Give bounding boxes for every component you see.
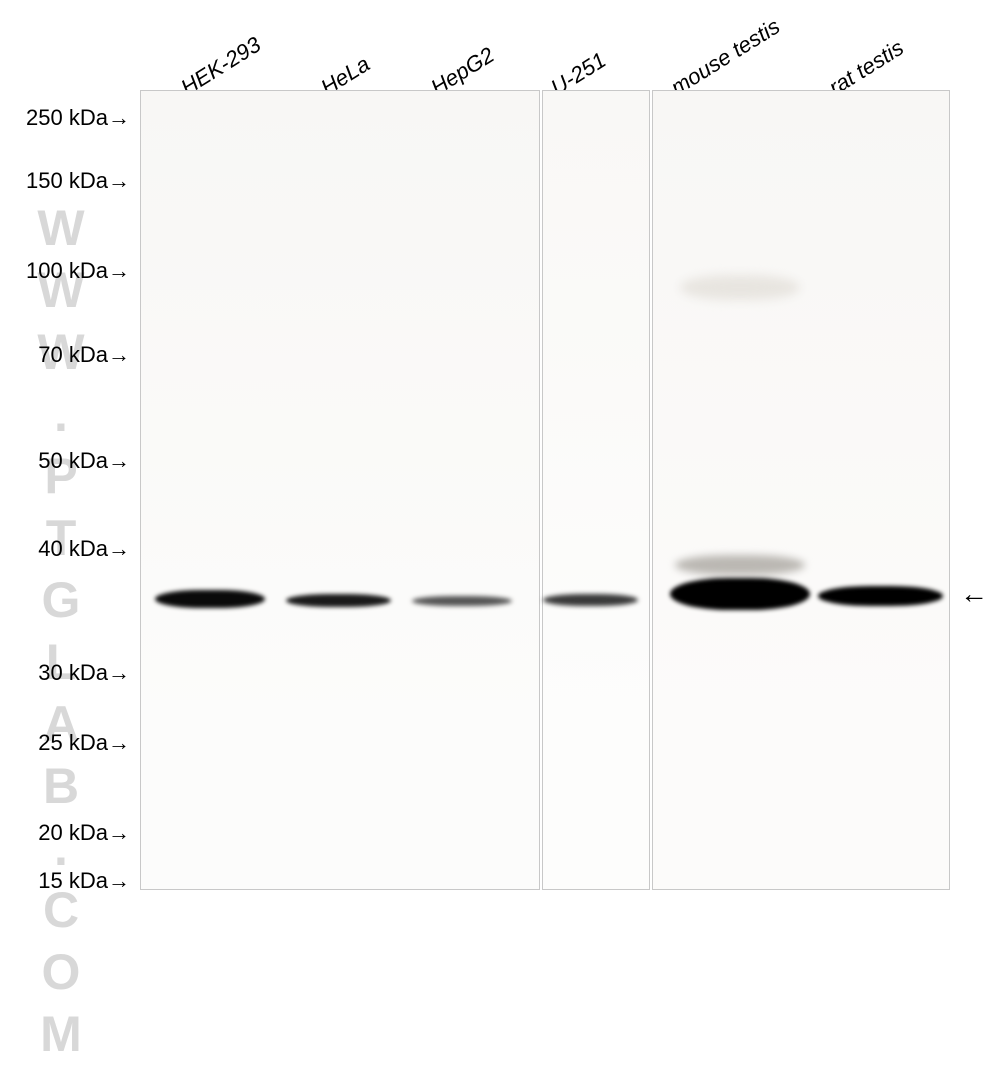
blot-panel [652,90,950,890]
marker-label: 150 kDa→ [0,168,130,194]
lane-label: mouse testis [666,14,785,101]
protein-band [155,590,265,608]
blot-figure: WWW.PTGLAB.COM HEK-293HeLaHepG2U-251mous… [0,0,1000,903]
blot-panel [140,90,540,890]
protein-band [286,594,391,607]
marker-label: 25 kDa→ [0,730,130,756]
marker-label: 40 kDa→ [0,536,130,562]
marker-label: 15 kDa→ [0,868,130,894]
watermark-text: WWW.PTGLAB.COM [32,200,90,1068]
blot-area [140,90,950,890]
blot-panel [542,90,650,890]
target-band-arrow: ← [960,578,988,610]
protein-band [543,594,638,606]
marker-label: 30 kDa→ [0,660,130,686]
protein-band [412,596,512,606]
marker-label: 50 kDa→ [0,448,130,474]
faint-smear [680,275,800,300]
marker-label: 20 kDa→ [0,820,130,846]
faint-smear [675,555,805,575]
protein-band [818,586,943,606]
protein-band [670,578,810,610]
marker-label: 250 kDa→ [0,105,130,131]
marker-label: 100 kDa→ [0,258,130,284]
marker-label: 70 kDa→ [0,342,130,368]
